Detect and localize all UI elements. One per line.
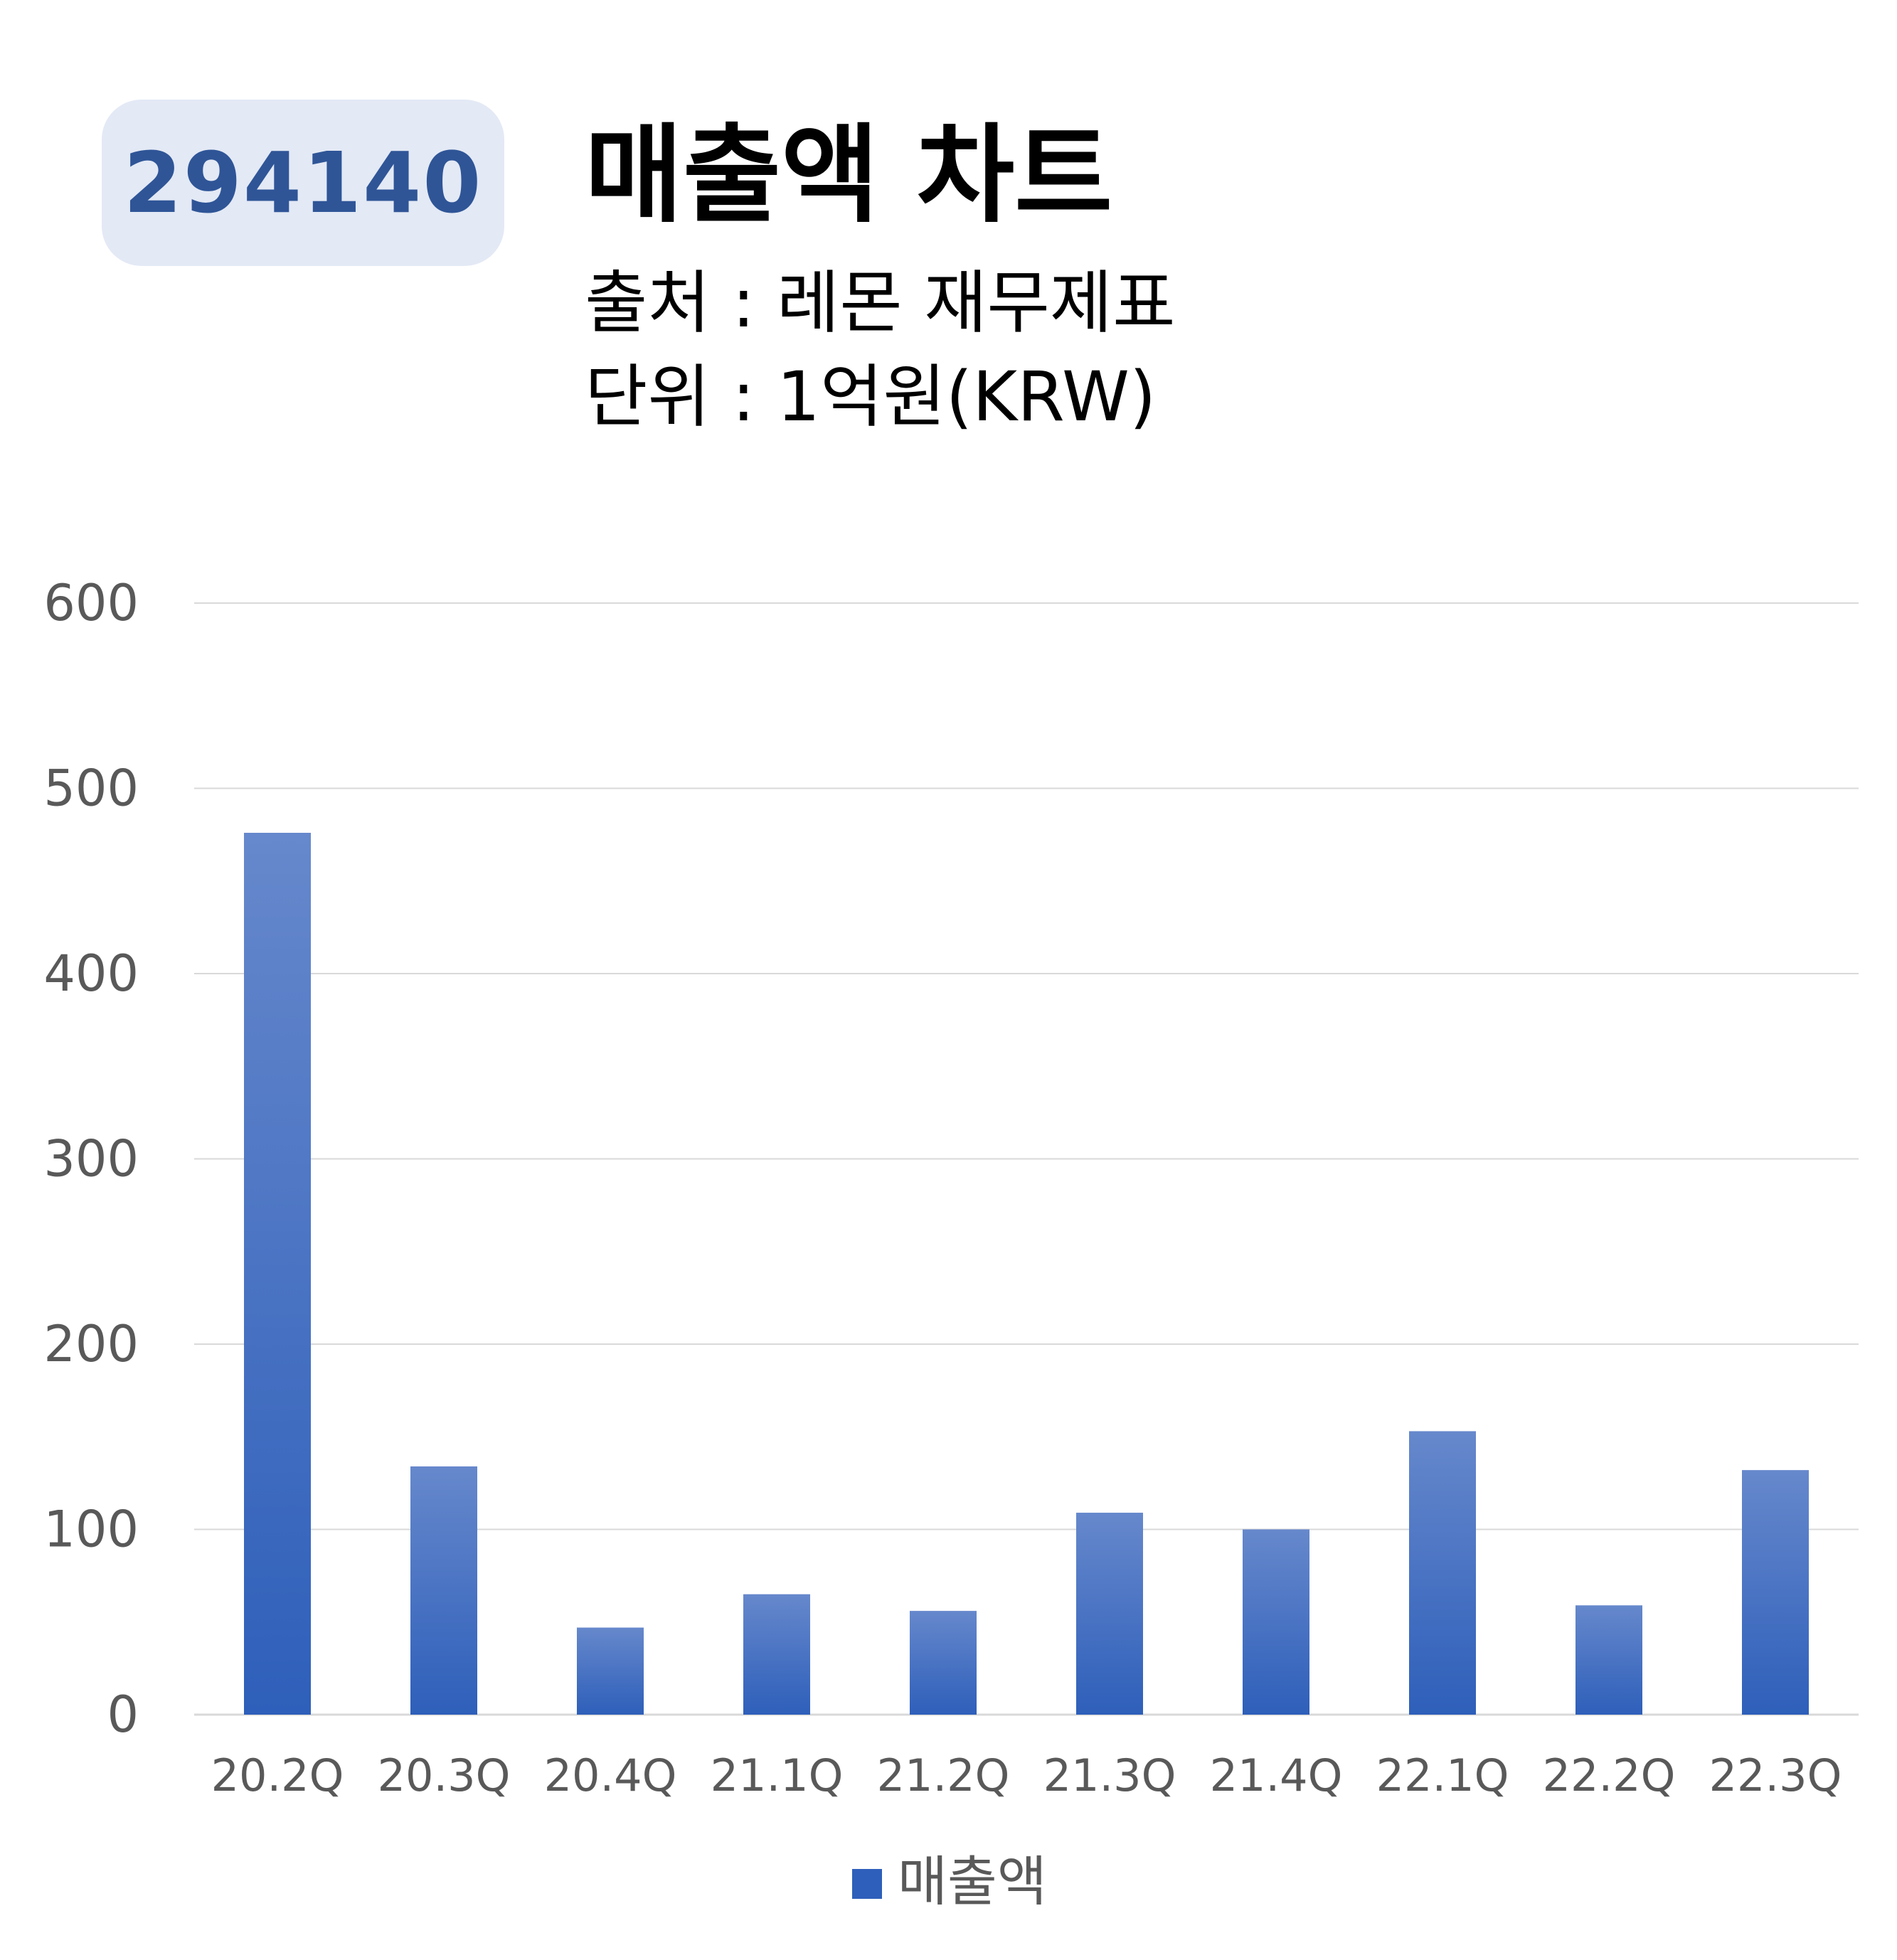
y-tick-label: 600 [43, 574, 139, 632]
bar [1575, 1605, 1642, 1715]
y-tick-label: 500 [43, 760, 139, 818]
bar [910, 1611, 977, 1715]
x-tick-label: 21.4Q [1210, 1749, 1343, 1801]
x-tick-label: 20.2Q [211, 1749, 344, 1801]
bar [577, 1627, 644, 1715]
y-tick-label: 400 [43, 944, 139, 1003]
x-tick-label: 22.2Q [1543, 1749, 1676, 1801]
chart-title: 매출액 차트 [585, 114, 1113, 238]
bar [410, 1466, 477, 1715]
y-tick-label: 100 [43, 1501, 139, 1559]
bar [1076, 1513, 1143, 1715]
x-tick-label: 21.1Q [711, 1749, 844, 1801]
source-text: 출처 : 레몬 재무제표 [585, 263, 1176, 343]
bar [1243, 1529, 1309, 1715]
legend-label: 매출액 [898, 1850, 1047, 1913]
ticker-code: 294140 [123, 134, 483, 232]
x-tick-label: 22.3Q [1709, 1749, 1842, 1801]
bar [1742, 1470, 1809, 1715]
bar [743, 1594, 810, 1715]
x-tick-label: 20.4Q [544, 1749, 677, 1801]
x-tick-label: 21.2Q [877, 1749, 1010, 1801]
unit-text: 단위 : 1억원(KRW) [585, 357, 1157, 437]
y-tick-label: 0 [107, 1685, 139, 1744]
legend-swatch [852, 1869, 882, 1899]
x-tick-label: 20.3Q [378, 1749, 511, 1801]
y-tick-label: 300 [43, 1130, 139, 1188]
x-tick-label: 21.3Q [1043, 1749, 1176, 1801]
ticker-badge: 294140 [102, 100, 504, 266]
x-tick-label: 22.1Q [1376, 1749, 1509, 1801]
bar [244, 833, 311, 1715]
y-tick-label: 200 [43, 1315, 139, 1373]
bar [1409, 1431, 1476, 1715]
